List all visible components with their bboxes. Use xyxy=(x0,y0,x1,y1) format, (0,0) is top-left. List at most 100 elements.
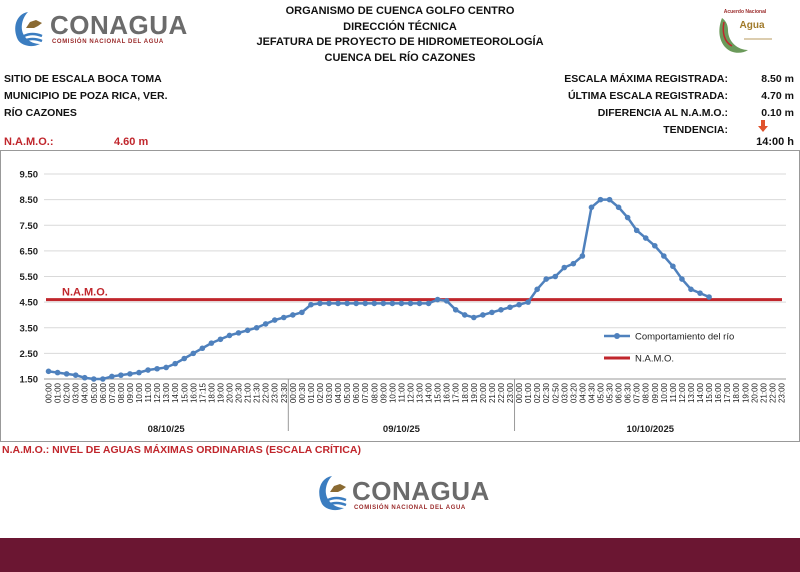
x-tick-label: 17:00 xyxy=(452,382,461,403)
stat-diff-label: DIFERENCIA AL N.A.M.O.: xyxy=(597,107,728,119)
footer-logo-wordmark: CONAGUA xyxy=(352,476,490,506)
data-point xyxy=(507,304,513,311)
data-point xyxy=(398,300,405,307)
namo-threshold: N.A.M.O. xyxy=(46,287,782,302)
river-series xyxy=(45,196,712,382)
x-tick-label: 13:00 xyxy=(687,382,696,403)
x-tick-label: 01:00 xyxy=(54,382,63,403)
data-point xyxy=(670,263,676,270)
data-point xyxy=(172,360,179,367)
x-tick-label: 12:00 xyxy=(153,382,162,403)
data-point xyxy=(136,369,142,376)
data-point xyxy=(253,324,260,331)
level-stats: ESCALA MÁXIMA REGISTRADA: 8.50 m ÚLTIMA … xyxy=(564,71,794,139)
x-tick-label: 23:00 xyxy=(777,382,786,403)
stat-trend-row: TENDENCIA: xyxy=(564,122,794,139)
site-municipality: MUNICIPIO DE POZA RICA, VER. xyxy=(4,90,168,102)
x-tick-label: 07:00 xyxy=(108,382,117,403)
data-point xyxy=(45,368,52,375)
x-tick-label: 14:00 xyxy=(696,382,705,403)
data-point xyxy=(109,373,115,380)
data-point xyxy=(697,290,703,296)
data-point xyxy=(380,300,387,307)
x-tick-label: 20:00 xyxy=(226,382,235,403)
data-point xyxy=(489,309,495,316)
x-tick-label: 02:50 xyxy=(551,382,560,403)
x-tick-label: 03:00 xyxy=(325,382,334,403)
report-time: 14:00 h xyxy=(756,136,794,148)
x-tick-label: 15:00 xyxy=(180,382,189,403)
x-tick-label: 17:00 xyxy=(723,382,732,403)
x-tick-label: 13:00 xyxy=(416,382,425,403)
data-point xyxy=(290,312,296,318)
site-name: SITIO DE ESCALA BOCA TOMA xyxy=(4,73,162,85)
x-tick-label: 17:15 xyxy=(198,382,207,403)
river-level-chart: 1.50 2.50 3.50 4.50 5.50 6.50 7.50 8.50 9.50 00:… xyxy=(0,150,800,442)
footer-logo-subtitle: COMISIÓN NACIONAL DEL AGUA xyxy=(354,505,466,511)
y-tick-label: 6.50 xyxy=(20,246,39,257)
data-point xyxy=(579,253,586,259)
stat-last-label: ÚLTIMA ESCALA REGISTRADA: xyxy=(567,90,728,102)
data-point xyxy=(642,235,649,241)
x-tick-label: 18:00 xyxy=(732,382,741,403)
x-tick-label: 10:00 xyxy=(388,382,397,403)
data-point xyxy=(190,350,197,357)
day-labels: 08/10/25 09/10/25 10/10/2025 xyxy=(148,379,675,435)
y-axis-ticks: 1.50 2.50 3.50 4.50 5.50 6.50 7.50 8.50 9.50 xyxy=(20,170,39,386)
data-point xyxy=(525,299,531,305)
data-point xyxy=(552,273,559,280)
data-point xyxy=(100,376,106,382)
x-tick-label: 23:00 xyxy=(271,382,280,403)
legend-series-label: Comportamiento del río xyxy=(635,332,734,343)
day-label: 09/10/25 xyxy=(383,424,421,435)
data-point xyxy=(63,371,70,377)
data-point xyxy=(706,294,712,300)
x-tick-label: 04:00 xyxy=(578,382,587,403)
data-point xyxy=(362,300,369,307)
x-tick-label: 04:00 xyxy=(81,382,90,403)
data-point xyxy=(235,330,242,336)
y-tick-label: 3.50 xyxy=(20,323,39,334)
data-point xyxy=(498,307,504,313)
title-line-1: ORGANISMO DE CUENCA GOLFO CENTRO xyxy=(285,5,515,17)
x-tick-label: 19:00 xyxy=(741,382,750,403)
chart-grid xyxy=(44,173,786,380)
x-tick-label: 02:00 xyxy=(533,382,542,403)
y-tick-label: 4.50 xyxy=(20,298,39,309)
data-point xyxy=(434,296,441,303)
stat-trend-label: TENDENCIA: xyxy=(663,124,728,136)
x-tick-label: 00:00 xyxy=(289,382,298,403)
data-point xyxy=(90,376,97,382)
x-tick-label: 09:00 xyxy=(379,382,388,403)
x-tick-label: 09:00 xyxy=(126,382,135,403)
title-line-4: CUENCA DEL RÍO CAZONES xyxy=(324,51,476,64)
x-tick-label: 19:00 xyxy=(470,382,479,403)
data-point xyxy=(317,300,323,307)
data-point xyxy=(217,336,224,343)
stat-max-value: 8.50 m xyxy=(761,73,794,85)
stat-diff-value: 0.10 m xyxy=(761,107,794,119)
x-tick-label: 03:00 xyxy=(560,382,569,403)
x-tick-label: 22:00 xyxy=(768,382,777,403)
x-tick-label: 08:00 xyxy=(117,382,126,403)
y-tick-label: 9.50 xyxy=(20,170,39,181)
data-point xyxy=(72,372,79,378)
x-tick-label: 06:00 xyxy=(352,382,361,403)
x-tick-label: 06:30 xyxy=(624,382,633,403)
x-tick-label: 08:00 xyxy=(642,382,651,403)
x-tick-label: 14:00 xyxy=(171,382,180,403)
stat-max-row: ESCALA MÁXIMA REGISTRADA: 8.50 m xyxy=(564,71,794,88)
x-tick-label: 01:00 xyxy=(524,382,533,403)
x-tick-label: 21:30 xyxy=(253,382,262,403)
data-point xyxy=(543,276,550,282)
logo-wordmark: CONAGUA xyxy=(50,10,188,40)
chart-svg: 1.50 2.50 3.50 4.50 5.50 6.50 7.50 8.50 9.50 00:… xyxy=(0,150,800,442)
x-tick-label: 04:00 xyxy=(334,382,343,403)
report-header: CONAGUA COMISIÓN NACIONAL DEL AGUA ORGAN… xyxy=(0,0,800,148)
x-tick-label: 07:00 xyxy=(361,382,370,403)
y-tick-label: 8.50 xyxy=(20,195,39,206)
data-point xyxy=(226,332,233,339)
y-tick-label: 5.50 xyxy=(20,272,39,283)
day-label: 08/10/25 xyxy=(148,424,186,435)
data-point xyxy=(416,300,423,307)
